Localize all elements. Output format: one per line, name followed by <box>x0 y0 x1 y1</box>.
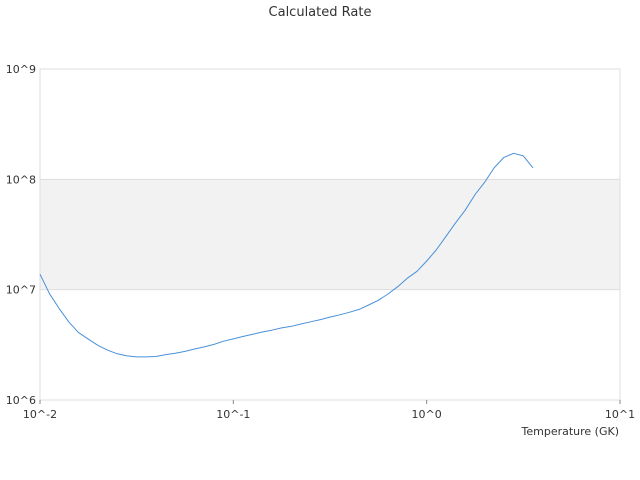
x-tick-label: 10^-1 <box>216 408 250 421</box>
grid-layer <box>39 68 621 401</box>
shaded-band <box>40 179 620 290</box>
y-tick-label: 10^9 <box>6 63 36 76</box>
x-tick-label: 10^-2 <box>23 408 57 421</box>
y-tick-label: 10^7 <box>6 284 36 297</box>
chart-title: Calculated Rate <box>269 5 372 20</box>
shaded-band-layer <box>40 179 620 290</box>
x-tick-label: 10^1 <box>605 408 635 421</box>
y-tick-label: 10^8 <box>6 173 36 186</box>
x-tick-label: 10^0 <box>412 408 442 421</box>
axis-layer: 10^6 10^7 10^8 10^9 10^-2 10^-1 10^0 10^1 <box>6 63 635 421</box>
x-axis-title: Temperature (GK) <box>521 425 620 438</box>
series-layer <box>39 152 534 358</box>
y-tick-label: 10^6 <box>6 394 36 407</box>
series-line <box>39 152 534 358</box>
